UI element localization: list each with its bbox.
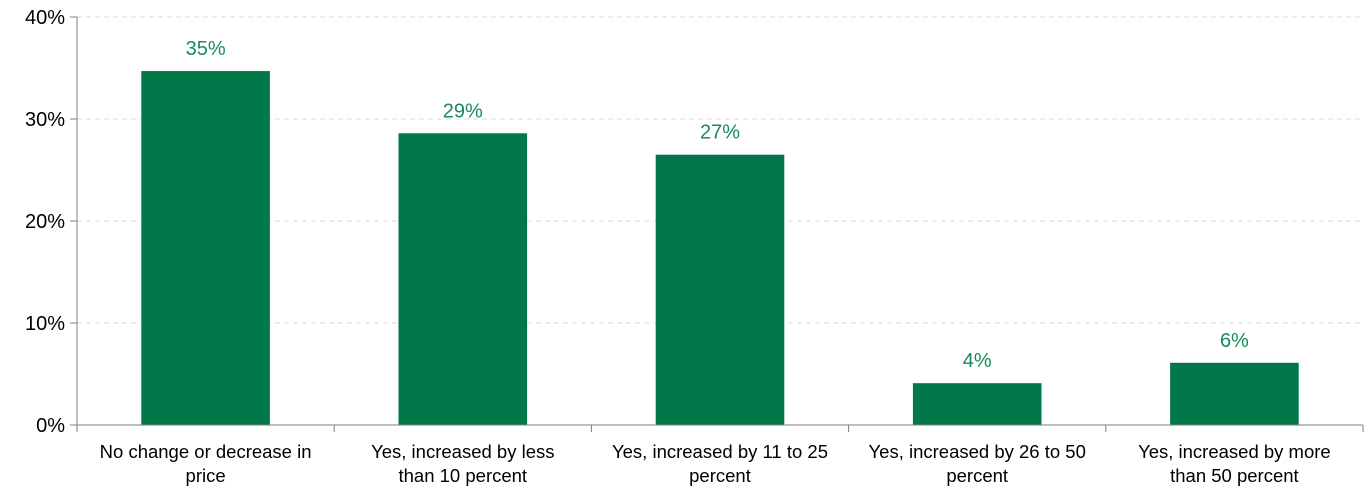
labels: 0% 10% 20% 30% 40% 35% No change or decrease i…: [25, 7, 1331, 486]
x-category-label: Yes, increased by more than 50 percent: [1138, 441, 1331, 486]
x-category-label-line: Yes, increased by less: [371, 441, 554, 462]
bar: [141, 71, 270, 425]
y-tick-label: 20%: [25, 211, 65, 233]
bar: [912, 383, 1042, 425]
data-label: 35%: [186, 38, 226, 60]
x-category-label-line: percent: [946, 465, 1008, 486]
data-label: 29%: [443, 100, 483, 122]
y-tick-label: 30%: [25, 109, 65, 131]
x-category-label-line: Yes, increased by 26 to 50: [869, 441, 1086, 462]
y-tick-label: 10%: [25, 313, 65, 335]
bar: [655, 154, 785, 425]
x-category-label-line: than 50 percent: [1170, 465, 1299, 486]
data-label: 27%: [700, 122, 740, 144]
bars: [141, 71, 1299, 425]
x-category-label: Yes, increased by less than 10 percent: [371, 441, 554, 486]
x-category-label: Yes, increased by 11 to 25 percent: [612, 441, 828, 486]
x-category-label-line: price: [186, 465, 226, 486]
x-category-label: Yes, increased by 26 to 50 percent: [869, 441, 1086, 486]
y-tick-label: 40%: [25, 7, 65, 29]
x-category-label-line: Yes, increased by 11 to 25: [612, 441, 828, 462]
y-tick-label: 0%: [36, 415, 65, 437]
x-category-label-line: No change or decrease in: [100, 441, 312, 462]
x-category-label-line: Yes, increased by more: [1138, 441, 1331, 462]
x-category-label: No change or decrease in price: [100, 441, 312, 486]
x-category-label-line: percent: [689, 465, 751, 486]
bar: [398, 133, 528, 425]
axes: [70, 16, 1364, 432]
data-label: 6%: [1220, 330, 1249, 352]
data-label: 4%: [963, 350, 992, 372]
x-category-label-line: than 10 percent: [399, 465, 528, 486]
bar: [1170, 362, 1299, 425]
